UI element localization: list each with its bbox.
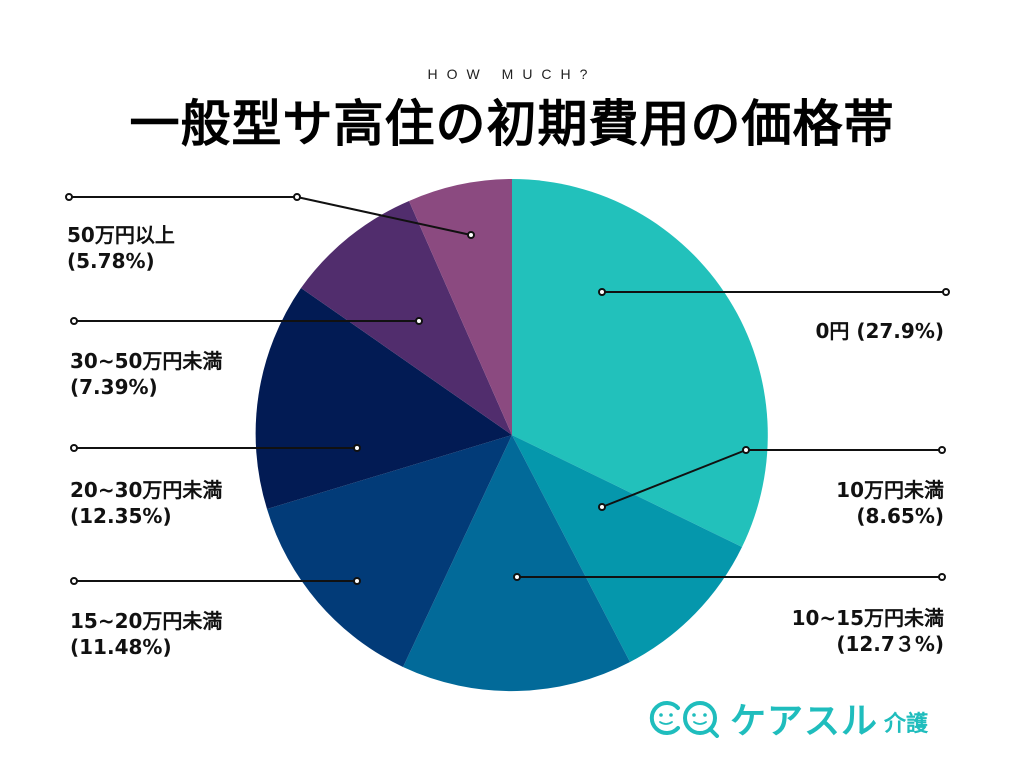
label-value: (5.78%) bbox=[67, 249, 155, 273]
label-15-20man: 15~20万円未満 (11.48%) bbox=[70, 608, 222, 660]
label-value: (8.65%) bbox=[856, 504, 944, 528]
brand-suffix: 介護 bbox=[884, 712, 929, 737]
label-name: 30~50万円未満 bbox=[70, 349, 223, 373]
label-value: (12.7３%) bbox=[836, 632, 944, 656]
label-under-10man: 10万円未満 (8.65%) bbox=[836, 477, 944, 529]
slice-under-10man bbox=[512, 435, 742, 662]
brand-logo: ケアスル 介護 bbox=[648, 696, 929, 742]
label-name: 15~20万円未満 bbox=[70, 609, 223, 633]
slice-10-15man bbox=[403, 435, 630, 692]
label-name: 20~30万円未満 bbox=[70, 478, 223, 502]
label-value: (12.35%) bbox=[70, 504, 172, 528]
slice-30-50man bbox=[301, 201, 512, 435]
label-name: 50万円以上 bbox=[67, 223, 175, 247]
label-0yen: 0円 (27.9%) bbox=[815, 318, 944, 344]
label-value: (7.39%) bbox=[70, 375, 158, 399]
label-value: (11.48%) bbox=[70, 635, 172, 659]
brand-name: ケアスル bbox=[730, 701, 879, 742]
label-10-15man: 10~15万円未満 (12.7３%) bbox=[792, 605, 944, 657]
slice-over-50man bbox=[409, 179, 512, 435]
label-20-30man: 20~30万円未満 (12.35%) bbox=[70, 477, 222, 529]
slice-0yen bbox=[512, 179, 768, 547]
smiley-faces-icon bbox=[649, 701, 719, 738]
label-over-50man: 50万円以上 (5.78%) bbox=[67, 222, 175, 274]
leader-lines bbox=[65, 193, 950, 585]
slice-20-30man bbox=[255, 288, 512, 509]
eyebrow-text: HOW MUCH? bbox=[427, 66, 597, 82]
label-30-50man: 30~50万円未満 (7.39%) bbox=[70, 348, 222, 400]
label-text: 0円 (27.9%) bbox=[815, 319, 944, 343]
label-name: 10~15万円未満 bbox=[791, 606, 944, 630]
slice-15-20man bbox=[267, 435, 512, 667]
label-name: 10万円未満 bbox=[836, 478, 944, 502]
chart-title: 一般型サ高住の初期費用の価格帯 bbox=[129, 95, 895, 153]
